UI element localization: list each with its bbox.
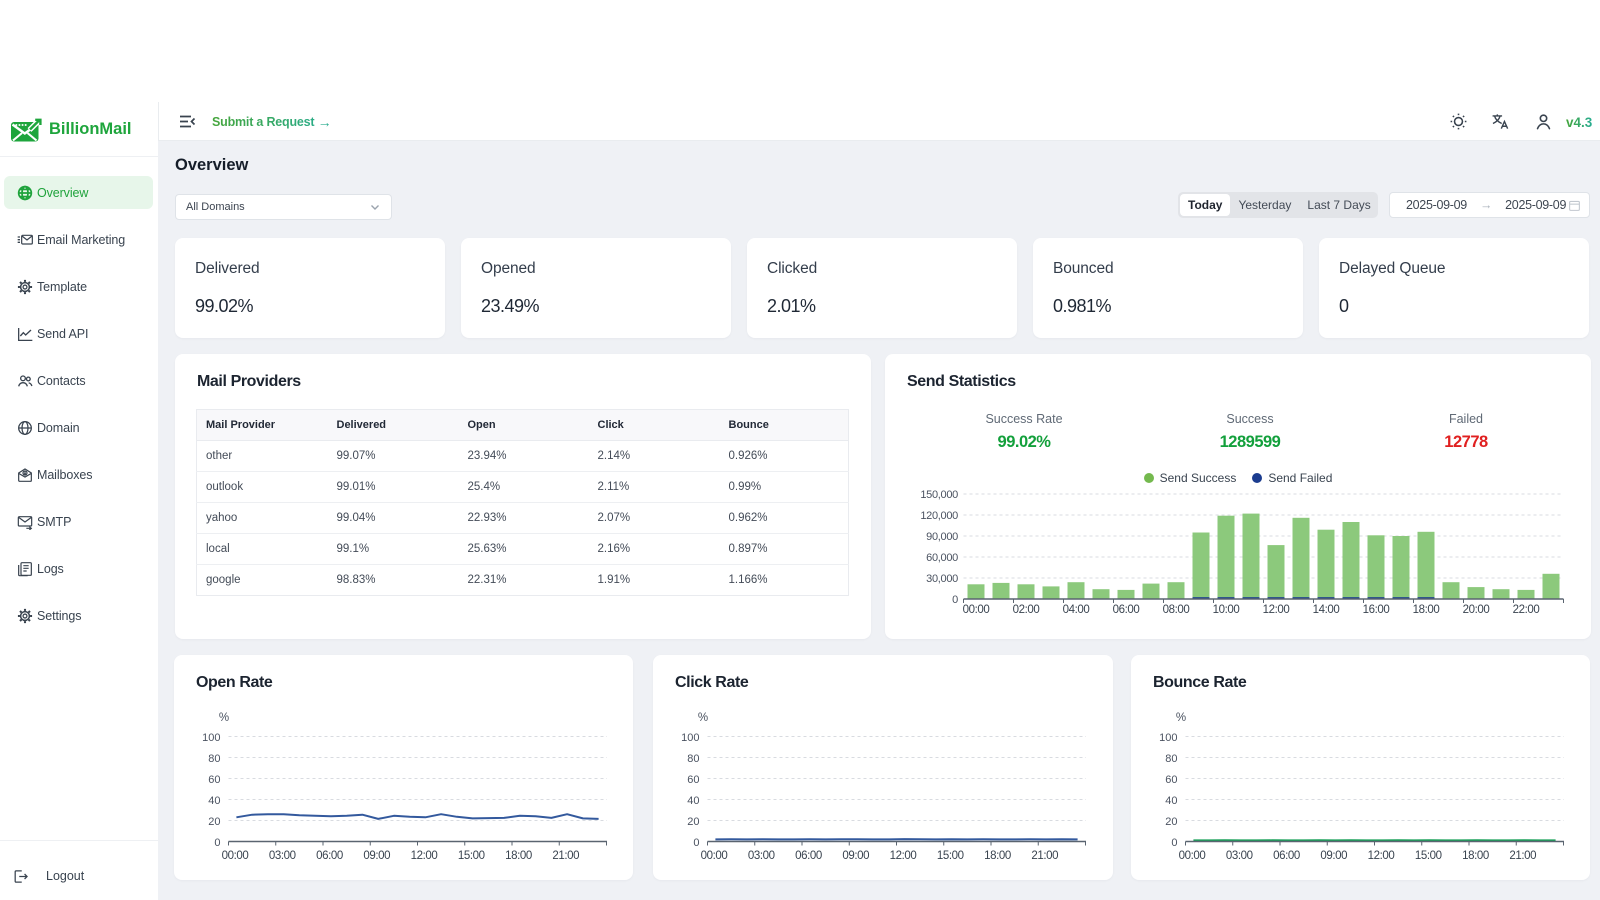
svg-text:40: 40 bbox=[208, 795, 220, 807]
svg-text:150,000: 150,000 bbox=[920, 489, 958, 501]
svg-text:22:00: 22:00 bbox=[1513, 604, 1540, 616]
svg-text:20: 20 bbox=[208, 816, 220, 828]
svg-text:80: 80 bbox=[687, 753, 699, 765]
svg-text:90,000: 90,000 bbox=[926, 531, 958, 543]
svg-text:15:00: 15:00 bbox=[937, 850, 964, 862]
svg-text:00:00: 00:00 bbox=[222, 850, 249, 862]
svg-text:0: 0 bbox=[693, 837, 699, 849]
svg-text:60: 60 bbox=[687, 774, 699, 786]
svg-text:16:00: 16:00 bbox=[1363, 604, 1390, 616]
svg-text:09:00: 09:00 bbox=[1320, 850, 1347, 862]
svg-text:30,000: 30,000 bbox=[926, 573, 958, 585]
svg-text:0: 0 bbox=[214, 837, 220, 849]
svg-text:20:00: 20:00 bbox=[1463, 604, 1490, 616]
svg-text:120,000: 120,000 bbox=[920, 510, 958, 522]
svg-text:60: 60 bbox=[1165, 774, 1177, 786]
svg-text:21:00: 21:00 bbox=[1509, 850, 1536, 862]
svg-text:00:00: 00:00 bbox=[701, 850, 728, 862]
svg-text:06:00: 06:00 bbox=[316, 850, 343, 862]
svg-text:%: % bbox=[698, 712, 708, 724]
svg-text:60: 60 bbox=[208, 774, 220, 786]
svg-text:%: % bbox=[1176, 712, 1186, 724]
svg-text:18:00: 18:00 bbox=[1413, 604, 1440, 616]
svg-text:21:00: 21:00 bbox=[1031, 850, 1058, 862]
svg-text:60,000: 60,000 bbox=[926, 552, 958, 564]
svg-text:21:00: 21:00 bbox=[552, 850, 579, 862]
svg-text:00:00: 00:00 bbox=[1179, 850, 1206, 862]
svg-text:40: 40 bbox=[1165, 795, 1177, 807]
svg-text:09:00: 09:00 bbox=[363, 850, 390, 862]
svg-text:12:00: 12:00 bbox=[1368, 850, 1395, 862]
svg-text:%: % bbox=[219, 712, 229, 724]
svg-text:04:00: 04:00 bbox=[1063, 604, 1090, 616]
svg-text:14:00: 14:00 bbox=[1313, 604, 1340, 616]
svg-text:15:00: 15:00 bbox=[1415, 850, 1442, 862]
svg-text:12:00: 12:00 bbox=[411, 850, 438, 862]
svg-text:03:00: 03:00 bbox=[1226, 850, 1253, 862]
svg-text:03:00: 03:00 bbox=[269, 850, 296, 862]
svg-text:100: 100 bbox=[1159, 732, 1177, 744]
svg-text:00:00: 00:00 bbox=[963, 604, 990, 616]
svg-text:06:00: 06:00 bbox=[1273, 850, 1300, 862]
svg-text:02:00: 02:00 bbox=[1013, 604, 1040, 616]
svg-text:12:00: 12:00 bbox=[1263, 604, 1290, 616]
svg-text:80: 80 bbox=[208, 753, 220, 765]
svg-text:18:00: 18:00 bbox=[505, 850, 532, 862]
svg-text:09:00: 09:00 bbox=[842, 850, 869, 862]
svg-text:06:00: 06:00 bbox=[1113, 604, 1140, 616]
svg-text:40: 40 bbox=[687, 795, 699, 807]
svg-text:10:00: 10:00 bbox=[1213, 604, 1240, 616]
svg-text:15:00: 15:00 bbox=[458, 850, 485, 862]
svg-text:08:00: 08:00 bbox=[1163, 604, 1190, 616]
svg-text:20: 20 bbox=[687, 816, 699, 828]
svg-text:0: 0 bbox=[1171, 837, 1177, 849]
svg-text:0: 0 bbox=[952, 594, 958, 606]
svg-text:12:00: 12:00 bbox=[890, 850, 917, 862]
svg-text:20: 20 bbox=[1165, 816, 1177, 828]
svg-text:100: 100 bbox=[202, 732, 220, 744]
svg-text:80: 80 bbox=[1165, 753, 1177, 765]
svg-text:18:00: 18:00 bbox=[1462, 850, 1489, 862]
svg-text:100: 100 bbox=[681, 732, 699, 744]
svg-text:03:00: 03:00 bbox=[748, 850, 775, 862]
svg-text:18:00: 18:00 bbox=[984, 850, 1011, 862]
svg-text:06:00: 06:00 bbox=[795, 850, 822, 862]
